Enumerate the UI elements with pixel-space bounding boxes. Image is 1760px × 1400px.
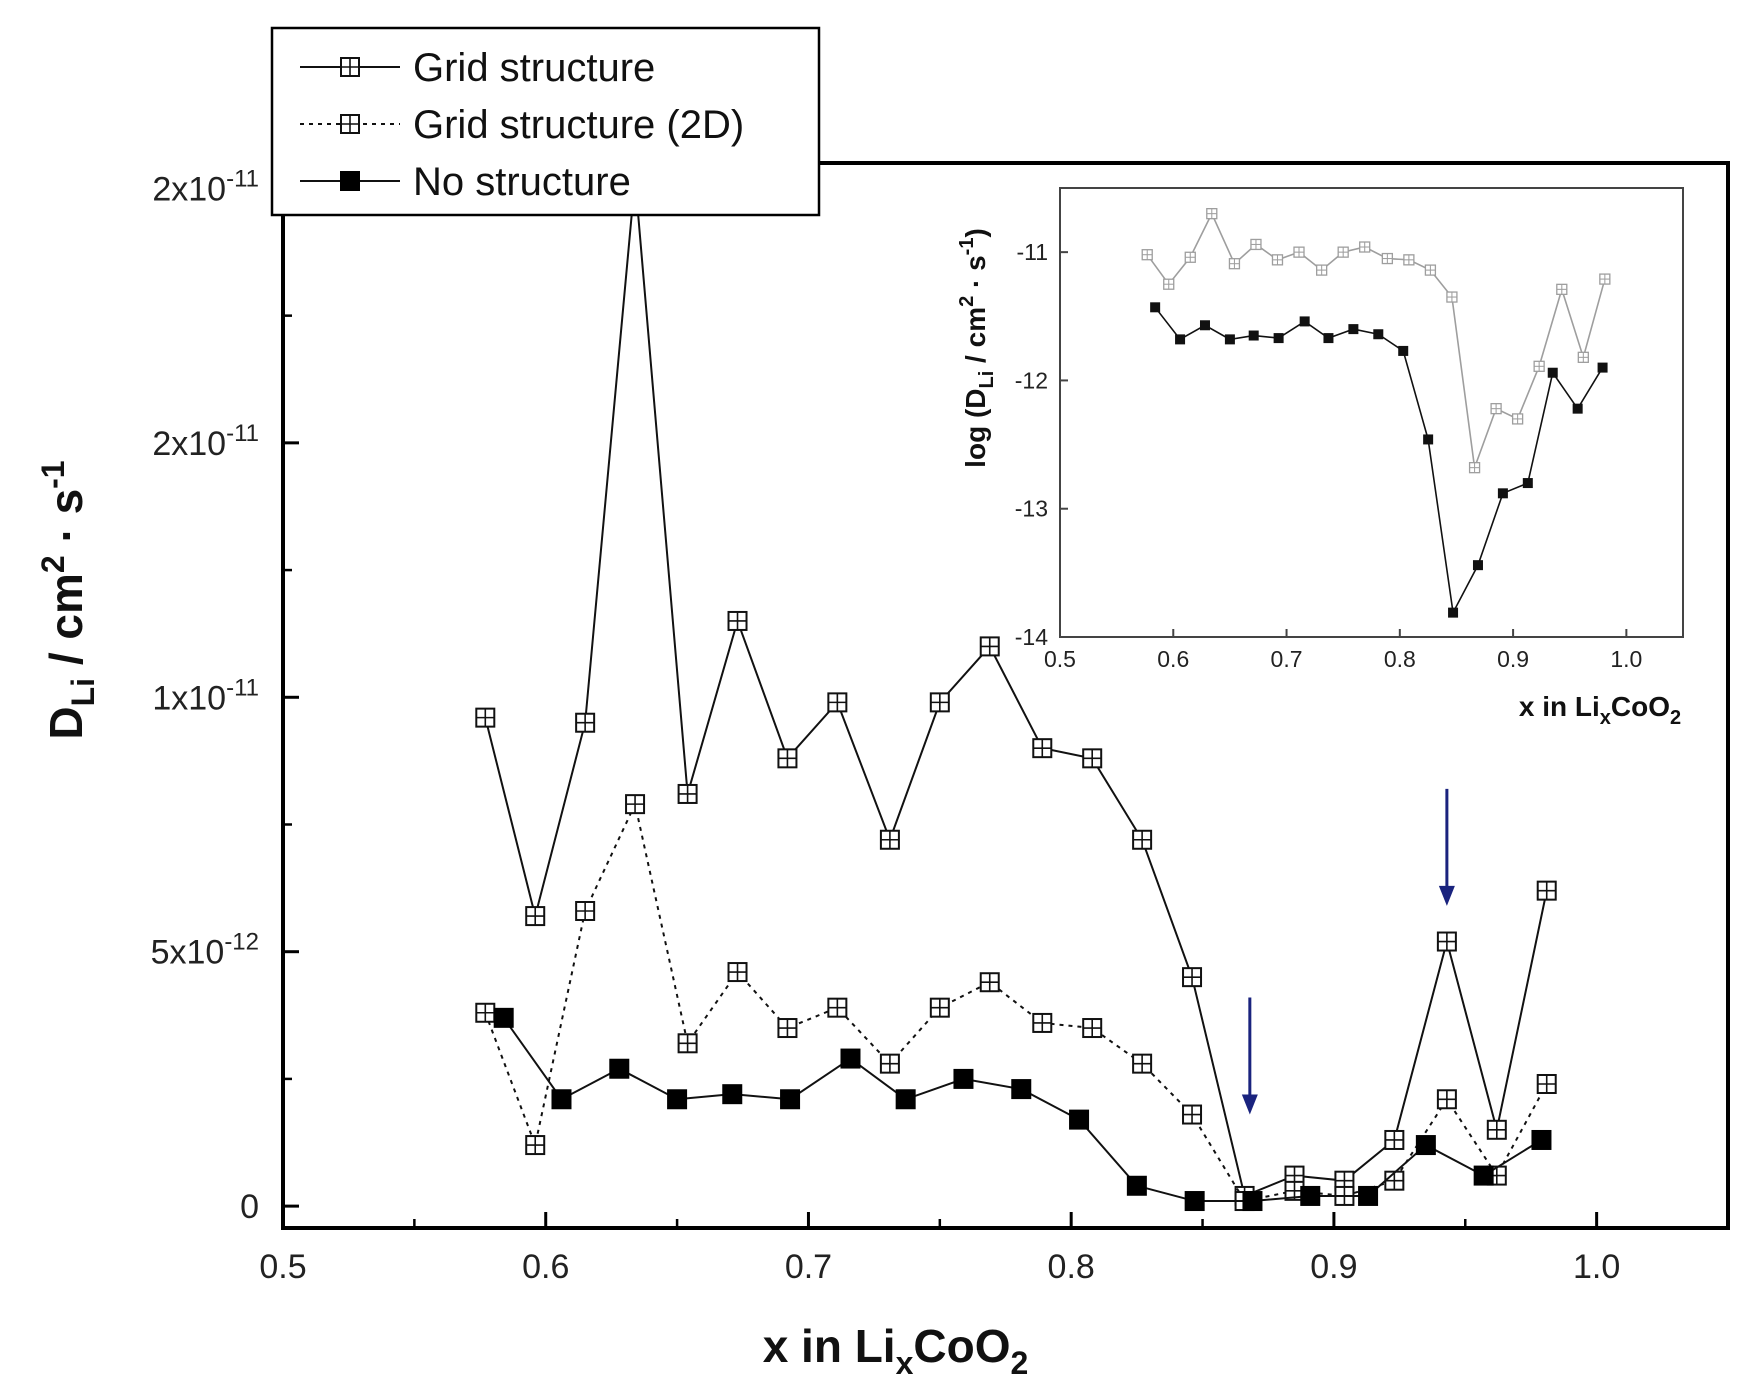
inset-y-tick-label: -14	[1015, 624, 1048, 650]
legend-label: Grid structure (2D)	[413, 103, 744, 147]
inset-data-point	[1423, 434, 1434, 445]
main-data-point	[722, 1084, 743, 1105]
inset-data-point	[1547, 367, 1558, 378]
main-x-tick-label: 0.6	[522, 1248, 569, 1286]
inset-data-point	[1398, 345, 1409, 356]
main-data-point	[667, 1089, 688, 1110]
legend-box	[270, 26, 821, 217]
inset-data-point	[1572, 403, 1583, 414]
inset-y-tick-label: -12	[1015, 367, 1048, 393]
main-x-axis: 0.5 0.6 0.7 0.8 0.9 1.0	[259, 1212, 1620, 1286]
inset-data-point	[1348, 324, 1359, 335]
inset-data-point	[1224, 334, 1235, 345]
inset-data-point	[1373, 329, 1384, 340]
main-x-tick-label: 0.8	[1048, 1248, 1095, 1286]
legend-item: No structure	[300, 160, 631, 204]
legend-label: Grid structure	[413, 46, 655, 90]
main-y-axis: 0 5x10-12 1x10-11 2x10-11 2x10-11	[151, 165, 299, 1226]
main-data-point	[1242, 1191, 1263, 1212]
inset-x-tick-label: 1.0	[1610, 646, 1642, 672]
main-data-point	[551, 1089, 572, 1110]
main-y-tick-label: 1x10-11	[152, 674, 259, 717]
main-y-tick-label: 0	[240, 1188, 259, 1226]
inset-y-tick-label: -13	[1015, 496, 1048, 522]
main-data-point	[609, 1058, 630, 1079]
main-y-tick-label: 5x10-12	[151, 929, 259, 972]
inset-data-point	[1323, 333, 1334, 344]
inset-data-point	[1175, 334, 1186, 345]
main-data-point	[953, 1068, 974, 1089]
main-data-point	[1358, 1185, 1379, 1206]
inset-data-point	[1448, 607, 1459, 618]
main-plot-frame	[281, 161, 1730, 1230]
main-x-tick-label: 0.9	[1310, 1248, 1357, 1286]
inset-y-axis-title: log (DLi / cm2 · s-1)	[956, 228, 998, 468]
main-data-point	[1184, 1191, 1205, 1212]
main-data-point	[1473, 1165, 1494, 1186]
main-y-tick-label: 2x10-11	[152, 420, 259, 463]
main-y-tick-label: 2x10-11	[152, 165, 259, 208]
inset-x-tick-label: 0.6	[1157, 646, 1189, 672]
main-data-point	[895, 1089, 916, 1110]
main-data-point	[493, 1007, 514, 1028]
inset-x-tick-label: 0.8	[1384, 646, 1416, 672]
arrow-head	[1241, 1094, 1258, 1115]
main-data-point	[1415, 1135, 1436, 1156]
inset-series-1	[1150, 302, 1608, 618]
inset-data-point	[1497, 488, 1508, 499]
inset-data-point	[1597, 362, 1608, 373]
inset-x-tick-label: 0.7	[1271, 646, 1303, 672]
arrow-annotation	[1241, 997, 1258, 1115]
inset-data-point	[1522, 478, 1533, 489]
inset-data-point	[1199, 320, 1210, 331]
main-x-tick-label: 0.7	[785, 1248, 832, 1286]
main-data-point	[1126, 1175, 1147, 1196]
main-data-point	[780, 1089, 801, 1110]
main-data-point	[1531, 1129, 1552, 1150]
main-data-point	[1011, 1079, 1032, 1100]
inset-x-tick-label: 0.5	[1044, 646, 1076, 672]
main-series-line	[484, 801, 1548, 1203]
inset-y-tick-label: -11	[1016, 239, 1048, 265]
inset-x-axis-title: x in LixCoO2	[1519, 691, 1681, 729]
inset-plot: 0.5 0.6 0.7 0.8 0.9 1.0 -14 -13 -12 -11 x in LixCo…	[956, 187, 1684, 729]
legend-label: No structure	[413, 160, 631, 204]
inset-series-line	[1146, 211, 1606, 468]
main-series-line	[484, 178, 1548, 1198]
legend: Grid structure Grid structure (2D) No stru…	[270, 26, 821, 217]
inset-data-point	[1273, 333, 1284, 344]
main-series-2	[493, 1007, 1552, 1212]
inset-plot-frame	[1059, 187, 1684, 638]
arrow-head	[1438, 885, 1455, 906]
main-data-point	[840, 1048, 861, 1069]
main-series-0	[475, 168, 1557, 1206]
main-x-tick-label: 0.5	[259, 1248, 306, 1286]
inset-data-point	[1299, 316, 1310, 327]
legend-item: Grid structure (2D)	[300, 103, 744, 147]
legend-item: Grid structure	[300, 46, 655, 90]
arrow-annotation	[1438, 788, 1455, 906]
main-plot: 0.5 0.6 0.7 0.8 0.9 1.0 0 5x10-12 1x10-11 2x10-11…	[35, 161, 1730, 1381]
main-data-point	[1069, 1109, 1090, 1130]
inset-data-point	[1150, 302, 1161, 313]
main-y-axis-title: DLi / cm2 · s-1	[35, 460, 101, 739]
inset-series-0	[1141, 208, 1611, 474]
main-data-point	[1300, 1185, 1321, 1206]
inset-x-tick-label: 0.9	[1497, 646, 1529, 672]
inset-data-point	[1248, 330, 1259, 341]
legend-marker	[340, 171, 360, 191]
main-x-axis-title: x in LixCoO2	[763, 1320, 1029, 1381]
main-x-tick-label: 1.0	[1573, 1248, 1620, 1286]
inset-data-point	[1472, 560, 1483, 571]
